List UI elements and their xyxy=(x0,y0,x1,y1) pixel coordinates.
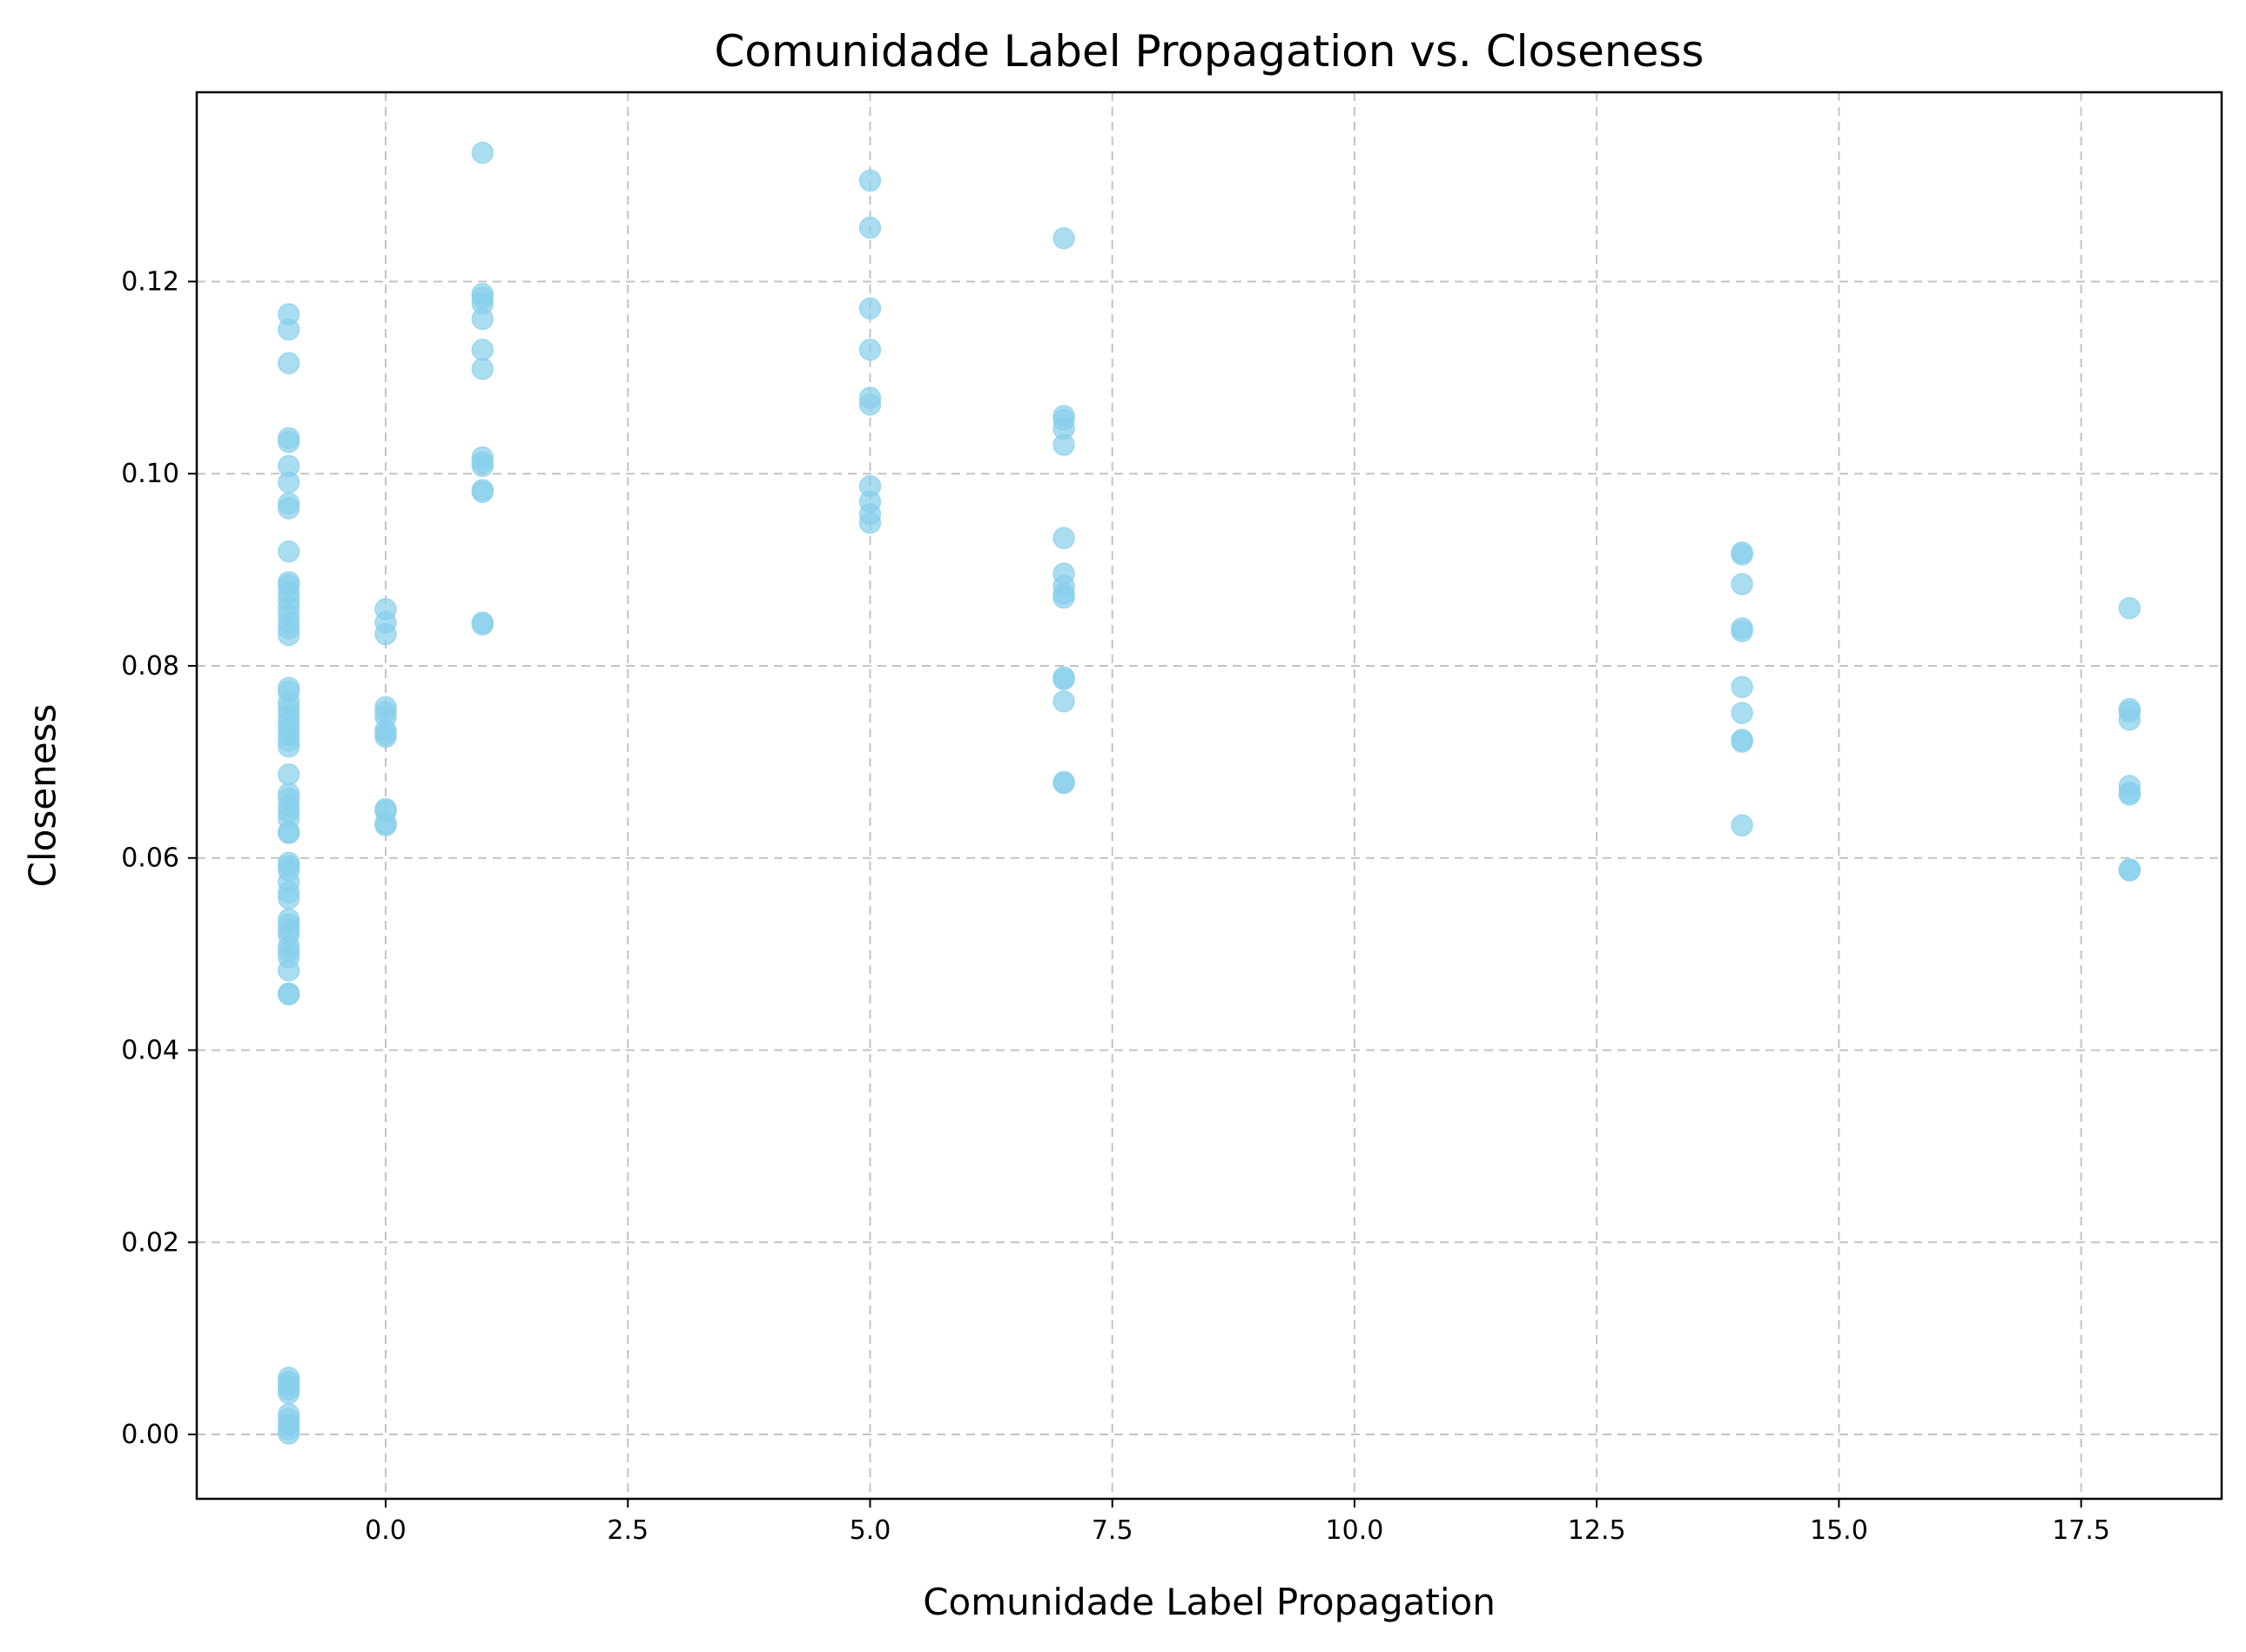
data-point xyxy=(277,1381,300,1405)
data-point xyxy=(1731,675,1753,699)
data-point xyxy=(1731,702,1753,724)
data-point xyxy=(471,339,494,361)
y-tick-label: 0.06 xyxy=(121,843,179,874)
x-tick-label: 10.0 xyxy=(1326,1515,1384,1546)
data-point xyxy=(277,318,300,341)
x-tick-label: 5.0 xyxy=(850,1515,891,1546)
data-point xyxy=(1052,771,1075,795)
data-point xyxy=(1731,814,1753,836)
data-point xyxy=(374,622,397,646)
x-tick-label: 15.0 xyxy=(1810,1515,1868,1546)
data-point xyxy=(2118,783,2142,806)
data-point xyxy=(858,297,882,320)
data-point xyxy=(277,623,300,647)
y-axis-ticks: 0.00 0.02 0.04 0.06 0.08 0.10 0.12 xyxy=(121,266,197,1450)
y-tick-label: 0.00 xyxy=(121,1420,179,1450)
data-point xyxy=(1052,527,1075,549)
data-point xyxy=(277,887,300,910)
data-point xyxy=(858,393,882,416)
data-point xyxy=(2118,859,2142,882)
grid-lines xyxy=(197,92,2222,1499)
data-point xyxy=(858,339,882,361)
data-point xyxy=(277,1422,300,1445)
data-point xyxy=(1731,573,1753,595)
y-tick-label: 0.08 xyxy=(121,651,179,682)
data-point xyxy=(1052,690,1075,713)
data-point xyxy=(1731,730,1753,753)
data-point xyxy=(374,725,397,749)
data-points xyxy=(277,141,2142,1445)
data-point xyxy=(277,540,300,563)
x-tick-label: 12.5 xyxy=(1568,1515,1626,1546)
axes-frame xyxy=(195,91,2223,1501)
data-point xyxy=(1052,227,1075,250)
data-point xyxy=(858,511,882,534)
data-point xyxy=(858,216,882,239)
y-tick-label: 0.02 xyxy=(121,1227,179,1258)
data-point xyxy=(277,822,300,844)
data-point xyxy=(277,471,300,494)
data-point xyxy=(277,431,300,453)
y-tick-label: 0.04 xyxy=(121,1036,179,1066)
data-point xyxy=(277,735,300,758)
x-tick-label: 0.0 xyxy=(365,1515,407,1546)
data-point xyxy=(471,480,494,503)
data-point xyxy=(277,959,300,982)
data-point xyxy=(858,169,882,192)
y-axis-label: Closeness xyxy=(22,704,64,888)
x-tick-label: 17.5 xyxy=(2052,1515,2110,1546)
x-axis-label: Comunidade Label Propagation xyxy=(923,1581,1496,1623)
data-point xyxy=(1052,433,1075,456)
data-point xyxy=(1731,543,1753,566)
data-point xyxy=(1731,620,1753,642)
y-tick-label: 0.12 xyxy=(121,266,179,297)
x-tick-label: 2.5 xyxy=(607,1515,649,1546)
x-axis-ticks: 0.0 2.5 5.0 7.5 10.0 12.5 15.0 17.5 xyxy=(365,1499,2110,1546)
data-point xyxy=(2118,597,2142,620)
data-point xyxy=(471,358,494,380)
data-point xyxy=(471,307,494,331)
x-tick-label: 7.5 xyxy=(1092,1515,1133,1546)
chart-title: Comunidade Label Propagation vs. Closene… xyxy=(715,26,1705,77)
y-tick-label: 0.10 xyxy=(121,459,179,489)
data-point xyxy=(471,141,494,165)
data-point xyxy=(471,454,494,478)
data-point xyxy=(277,762,300,786)
data-point xyxy=(374,814,397,836)
data-point xyxy=(277,352,300,375)
data-point xyxy=(1052,586,1075,609)
data-point xyxy=(277,983,300,1006)
data-point xyxy=(2118,708,2142,731)
data-point xyxy=(471,613,494,636)
data-point xyxy=(277,497,300,520)
data-point xyxy=(1052,668,1075,691)
